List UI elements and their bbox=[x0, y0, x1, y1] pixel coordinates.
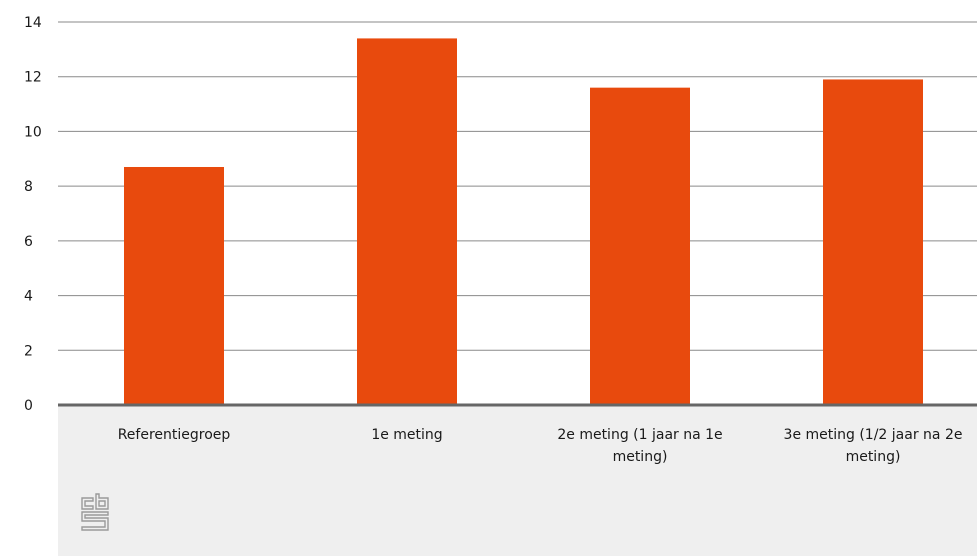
bar bbox=[357, 38, 457, 406]
bar bbox=[590, 87, 690, 406]
x-category-label: meting) bbox=[613, 449, 668, 465]
x-category-label: 3e meting (1/2 jaar na 2e bbox=[784, 427, 963, 443]
y-axis-ticks: 0 2 4 6 8 10 12 14 bbox=[24, 15, 42, 414]
y-tick-label: 6 bbox=[24, 234, 33, 250]
y-tick-label: 14 bbox=[24, 15, 42, 31]
x-category-label: 2e meting (1 jaar na 1e bbox=[557, 427, 722, 443]
y-tick-label: 0 bbox=[24, 398, 33, 414]
category-labels: Referentiegroep 1e meting 2e meting (1 jaa… bbox=[118, 427, 963, 465]
x-category-label: Referentiegroep bbox=[118, 427, 231, 443]
cbs-logo-icon bbox=[81, 493, 109, 531]
y-tick-label: 4 bbox=[24, 289, 33, 305]
bar bbox=[823, 79, 923, 405]
category-band bbox=[58, 405, 977, 556]
bars bbox=[124, 38, 923, 406]
bar bbox=[124, 166, 224, 405]
y-tick-label: 12 bbox=[24, 70, 42, 86]
x-category-label: meting) bbox=[846, 449, 901, 465]
x-category-label: 1e meting bbox=[371, 427, 442, 443]
y-tick-label: 2 bbox=[24, 343, 33, 359]
y-tick-label: 10 bbox=[24, 124, 42, 140]
y-tick-label: 8 bbox=[24, 179, 33, 195]
